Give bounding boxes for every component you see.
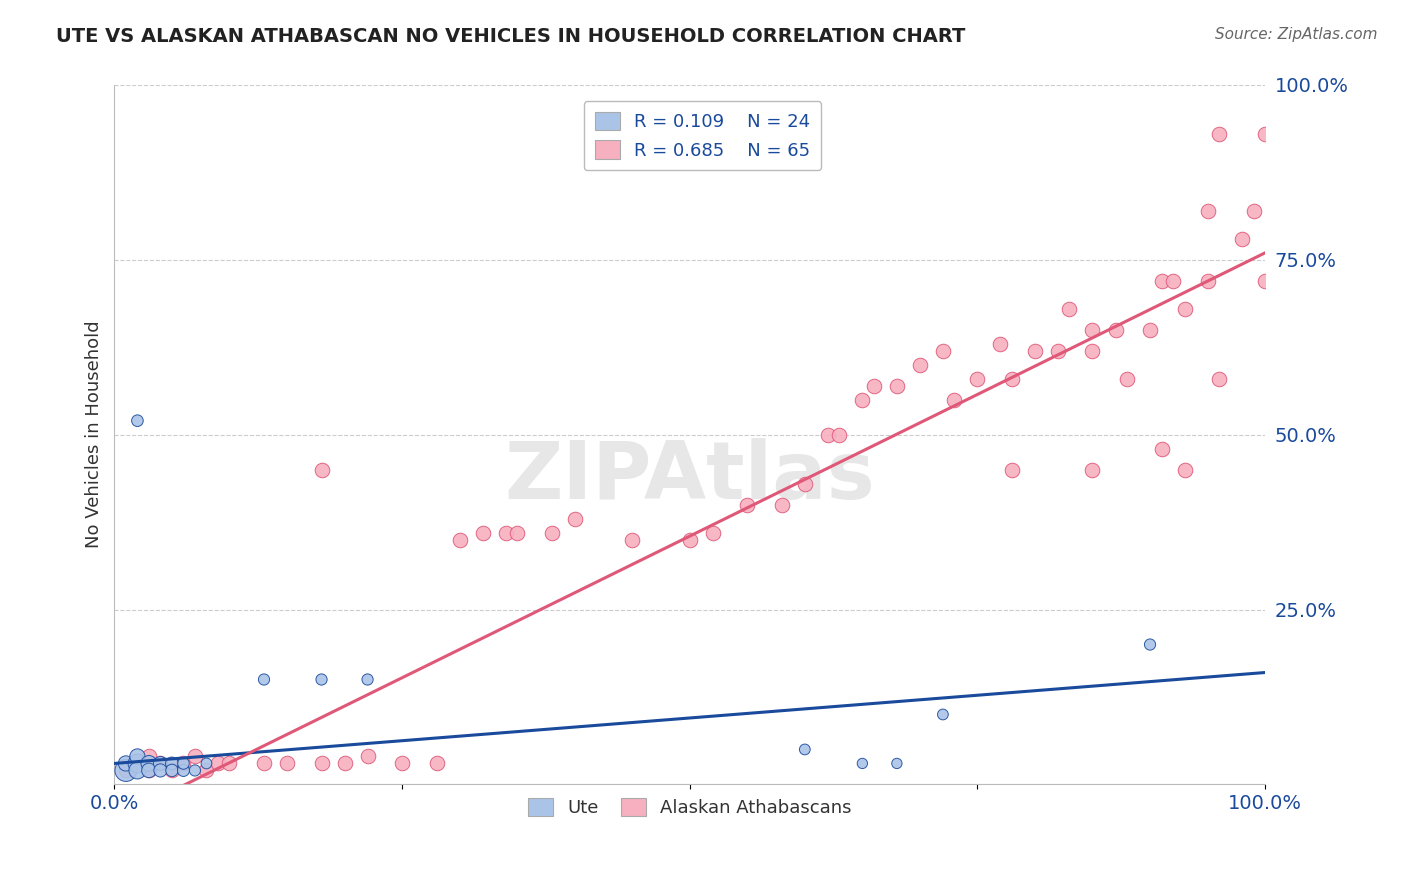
Point (793, 742, 815, 756)
Point (1230, 232, 1253, 246)
Point (886, 756, 908, 771)
Point (138, 749, 160, 764)
Point (160, 756, 183, 771)
Point (195, 764, 218, 778)
Point (471, 525, 494, 540)
Point (1243, 203, 1265, 218)
Point (138, 756, 160, 771)
Point (1001, 463, 1024, 477)
Point (1150, 274, 1173, 288)
Point (138, 764, 160, 778)
Point (195, 756, 218, 771)
Point (356, 749, 378, 764)
Point (149, 756, 172, 771)
Point (311, 673, 333, 687)
Point (1081, 463, 1104, 477)
Point (851, 392, 873, 407)
Point (1024, 343, 1046, 358)
Point (564, 511, 586, 525)
Point (1046, 343, 1069, 358)
Point (253, 756, 276, 771)
Point (908, 358, 931, 372)
Point (311, 463, 333, 477)
Point (253, 673, 276, 687)
Point (932, 707, 955, 722)
Point (735, 498, 758, 512)
Point (770, 498, 793, 512)
Point (1150, 442, 1173, 456)
Point (1059, 301, 1081, 316)
Point (218, 756, 240, 771)
Point (127, 756, 149, 771)
Point (621, 533, 644, 547)
Point (149, 764, 172, 778)
Point (160, 764, 183, 778)
Point (115, 764, 138, 778)
Point (1139, 638, 1161, 652)
Point (276, 756, 298, 771)
Legend: Ute, Alaskan Athabascans: Ute, Alaskan Athabascans (520, 790, 859, 824)
Point (333, 756, 356, 771)
Point (172, 756, 194, 771)
Point (1081, 323, 1104, 337)
Text: UTE VS ALASKAN ATHABASCAN NO VEHICLES IN HOUSEHOLD CORRELATION CHART: UTE VS ALASKAN ATHABASCAN NO VEHICLES IN… (56, 27, 966, 45)
Point (1254, 127, 1277, 141)
Point (851, 756, 873, 771)
Point (1116, 372, 1139, 386)
Point (356, 673, 378, 687)
Point (1254, 274, 1277, 288)
Point (127, 756, 149, 771)
Point (138, 764, 160, 778)
Point (1173, 463, 1195, 477)
Point (1104, 323, 1126, 337)
Point (506, 525, 529, 540)
Point (115, 764, 138, 778)
Point (1208, 127, 1230, 141)
Point (1208, 372, 1230, 386)
Point (932, 343, 955, 358)
Point (184, 749, 207, 764)
Point (990, 336, 1012, 351)
Point (127, 414, 149, 428)
Point (426, 756, 449, 771)
Point (1173, 301, 1195, 316)
Point (495, 525, 517, 540)
Text: ZIPAtlas: ZIPAtlas (505, 438, 875, 516)
Point (943, 392, 966, 407)
Point (1197, 203, 1219, 218)
Point (1081, 343, 1104, 358)
Point (172, 764, 194, 778)
Point (540, 525, 562, 540)
Point (863, 378, 886, 392)
Text: Source: ZipAtlas.com: Source: ZipAtlas.com (1215, 27, 1378, 42)
Point (886, 378, 908, 392)
Point (160, 764, 183, 778)
Point (1161, 274, 1184, 288)
Point (172, 756, 194, 771)
Point (449, 533, 471, 547)
Point (127, 764, 149, 778)
Point (127, 749, 149, 764)
Point (702, 525, 724, 540)
Point (793, 476, 815, 491)
Point (184, 764, 207, 778)
Point (311, 756, 333, 771)
Y-axis label: No Vehicles in Household: No Vehicles in Household (86, 321, 103, 549)
Point (817, 427, 839, 442)
Point (115, 756, 138, 771)
Point (1139, 323, 1161, 337)
Point (1197, 274, 1219, 288)
Point (1001, 372, 1024, 386)
Point (828, 427, 851, 442)
Point (391, 756, 413, 771)
Point (149, 756, 172, 771)
Point (207, 756, 229, 771)
Point (966, 372, 988, 386)
Point (679, 533, 702, 547)
